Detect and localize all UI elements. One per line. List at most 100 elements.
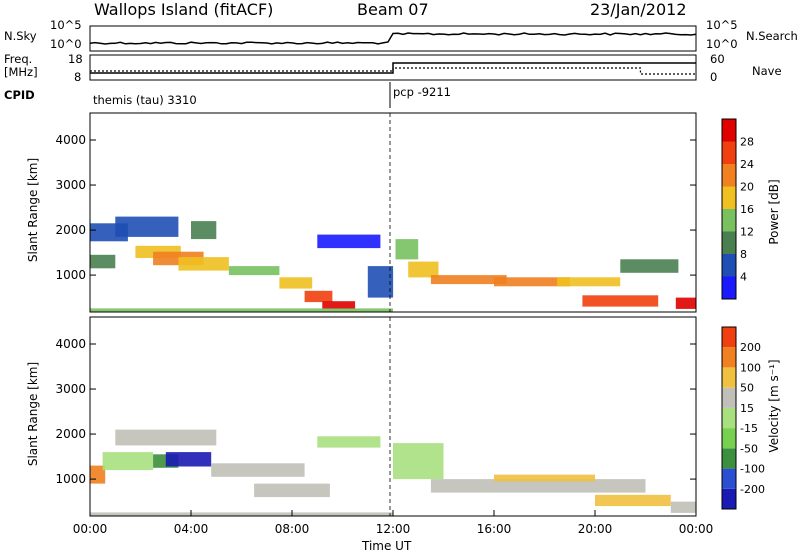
velocity-y-axis: 1000 2000 3000 4000 (55, 337, 696, 486)
power-band-19 (582, 295, 659, 307)
velocity-ytick-label-2: 3000 (55, 382, 86, 396)
pcb-swatch-0 (722, 276, 736, 299)
vcb-tick-label-7: -200 (740, 483, 765, 496)
pcb-tick-label-1: 8 (740, 248, 747, 261)
power-band-10 (322, 301, 356, 309)
vcb-swatch-7 (722, 347, 736, 368)
pcb-tick-label-4: 20 (740, 181, 754, 194)
cpid-mode-1: themis (tau) 3310 (93, 93, 197, 107)
freq-label-line1: Freq. (4, 52, 33, 66)
power-band-2 (115, 216, 179, 237)
velocity-band-13 (670, 501, 697, 513)
time-x-axis: 00:00 04:00 08:00 12:00 16:00 20:00 00:00 (73, 510, 714, 536)
power-frame (89, 112, 697, 313)
velocity-band-1 (102, 452, 154, 471)
velocity-band-10 (430, 479, 646, 493)
power-y-axis: 1000 2000 3000 4000 (55, 133, 696, 282)
nsearch-right-tick-top: 10^5 (706, 18, 738, 32)
vcb-tick-label-3: 15 (740, 402, 754, 415)
vcb-swatch-4 (722, 407, 736, 429)
vcb-tick-label-6: -100 (740, 463, 765, 476)
pcb-frame (721, 118, 737, 300)
freq-panel (89, 54, 697, 81)
vcb-swatch-6 (722, 367, 736, 388)
x-tick-label-3: 12:00 (376, 522, 411, 536)
power-ytick-label-0: 1000 (55, 268, 86, 282)
power-band-8 (279, 277, 313, 289)
vcb-swatch-0 (722, 488, 736, 509)
nsky-trace (89, 32, 697, 45)
power-band-9 (304, 290, 333, 303)
nsearch-right-tick-bottom: 10^0 (706, 37, 738, 51)
x-axis-label: Time UT (362, 539, 412, 553)
power-y-label: Slant Range [km] (26, 157, 40, 263)
pcb-tick-label-2: 12 (740, 226, 754, 239)
power-band-7 (228, 266, 280, 276)
nave-right-tick-top: 60 (710, 52, 725, 66)
velocity-band-4 (115, 429, 217, 446)
vcb-swatch-1 (722, 468, 736, 489)
power-colorbar: 4 8 12 16 20 24 28 (721, 118, 754, 300)
nsky-frame (89, 25, 697, 52)
power-band-0 (90, 254, 116, 269)
pcb-swatch-2 (722, 231, 736, 254)
pcb-tick-label-5: 24 (740, 158, 754, 171)
velocity-band-9 (393, 443, 444, 480)
power-colorbar-label: Power [dB] (767, 179, 781, 245)
nsky-left-tick-bottom: 10^0 (50, 37, 82, 51)
nave-right-label: Nave (752, 64, 782, 78)
power-band-16 (430, 275, 507, 285)
velocity-heatmap (90, 429, 697, 516)
vcb-swatch-8 (722, 327, 736, 348)
velocity-ytick-label-3: 4000 (55, 337, 86, 351)
nsky-panel (89, 25, 697, 52)
pcb-swatch-4 (722, 186, 736, 209)
velocity-band-8 (90, 512, 393, 516)
nsky-left-tick-top: 10^5 (50, 18, 82, 32)
vcb-tick-label-0: 200 (740, 341, 761, 354)
freq-left-tick-top: 18 (68, 52, 83, 66)
vcb-swatch-2 (722, 448, 736, 469)
power-band-12 (90, 308, 393, 312)
vcb-tick-label-1: 100 (740, 361, 761, 374)
vcb-frame (721, 326, 737, 510)
x-tick-label-6: 00:00 (679, 522, 714, 536)
velocity-band-3 (165, 452, 212, 467)
vcb-swatch-3 (722, 428, 736, 449)
power-band-5 (178, 257, 229, 271)
velocity-band-11 (494, 474, 595, 482)
pcb-tick-label-0: 4 (740, 271, 747, 284)
power-ytick-label-3: 4000 (55, 133, 86, 147)
nave-right-tick-bottom: 0 (710, 70, 718, 84)
pcb-swatch-1 (722, 254, 736, 277)
power-band-18 (557, 277, 621, 287)
velocity-colorbar-label: Velocity [m s⁻¹] (767, 359, 781, 453)
velocity-ytick-label-0: 1000 (55, 472, 86, 486)
power-ytick-label-2: 3000 (55, 178, 86, 192)
beam-label: Beam 07 (357, 0, 429, 19)
vcb-swatch-5 (722, 387, 736, 408)
velocity-colorbar: 200 100 50 15 -15 -50 -100 -200 (721, 326, 765, 510)
vcb-tick-label-4: -15 (740, 422, 758, 435)
nsearch-right-label: N.Search (746, 29, 798, 43)
velocity-band-5 (211, 463, 305, 477)
pcb-swatch-3 (722, 209, 736, 232)
velocity-band-6 (254, 483, 330, 498)
x-tick-label-5: 20:00 (578, 522, 613, 536)
vcb-tick-label-2: 50 (740, 382, 754, 395)
velocity-band-12 (595, 494, 671, 507)
power-band-11 (317, 234, 381, 249)
power-band-15 (408, 261, 439, 278)
velocity-y-label: Slant Range [km] (26, 361, 40, 467)
date-label: 23/Jan/2012 (590, 0, 687, 19)
power-band-21 (675, 297, 696, 309)
cpid-label: CPID (4, 88, 35, 102)
x-tick-label-0: 00:00 (73, 522, 108, 536)
velocity-panel: 1000 2000 3000 4000 00:00 04:00 08:00 12:00 16:… (55, 316, 714, 536)
power-ytick-label-1: 2000 (55, 223, 86, 237)
freq-left-tick-bottom: 8 (74, 70, 82, 84)
power-band-17 (494, 277, 570, 287)
power-band-13 (367, 266, 394, 298)
vcb-tick-label-5: -50 (740, 442, 758, 455)
